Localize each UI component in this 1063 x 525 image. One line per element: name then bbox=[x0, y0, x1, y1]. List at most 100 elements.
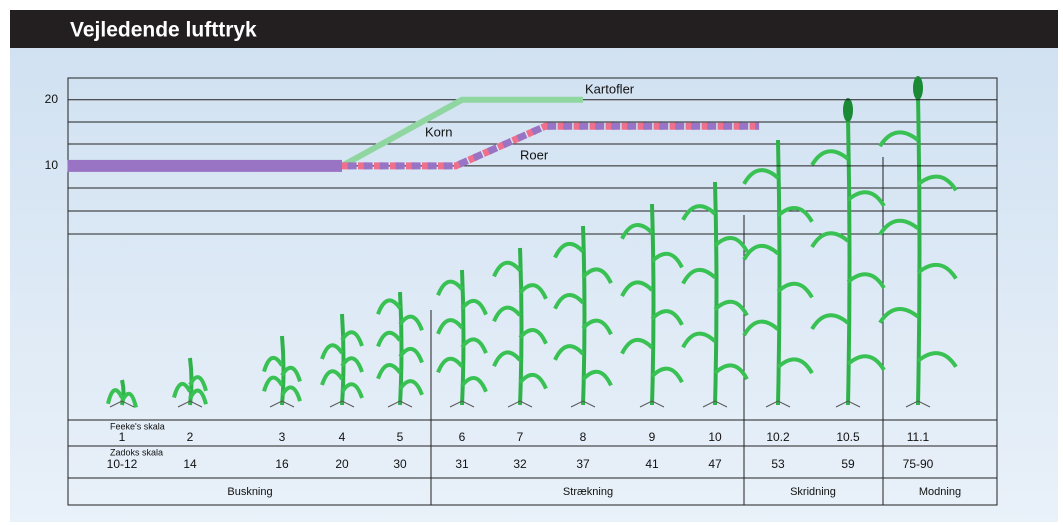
plant-leaf bbox=[878, 218, 920, 236]
plant-leaf bbox=[320, 369, 344, 386]
plant-leaf bbox=[280, 385, 302, 402]
plant-leaf bbox=[713, 299, 749, 317]
plant-leaf bbox=[340, 356, 364, 373]
plant-leaf bbox=[340, 382, 364, 399]
plant-leaf bbox=[460, 337, 488, 354]
plant-leaf bbox=[262, 355, 284, 373]
plant-leaf bbox=[398, 314, 424, 332]
plant-leaf bbox=[620, 280, 654, 298]
plant-leaf bbox=[878, 130, 920, 148]
feekes-value: 3 bbox=[279, 430, 286, 444]
plant-stem bbox=[581, 225, 587, 406]
plant-leaf bbox=[120, 391, 138, 408]
plant-root bbox=[835, 400, 861, 408]
plant-leaf bbox=[713, 236, 749, 253]
phase-label: Buskning bbox=[227, 486, 272, 498]
feekes-value: 10.2 bbox=[766, 430, 790, 444]
feekes-value: 2 bbox=[187, 430, 194, 444]
series-line bbox=[340, 96, 583, 169]
zadoks-value: 75-90 bbox=[903, 457, 934, 471]
plant-root bbox=[905, 400, 931, 408]
plant-leaf bbox=[916, 174, 958, 192]
plant-leaf bbox=[810, 313, 850, 331]
plant-leaf bbox=[742, 168, 780, 185]
plant-leaf bbox=[776, 281, 814, 299]
feekes-value: 10 bbox=[708, 430, 722, 444]
series-label: Korn bbox=[425, 124, 452, 139]
plant-leaf bbox=[681, 204, 717, 221]
plant-leaf bbox=[436, 318, 464, 335]
plant-leaf bbox=[436, 356, 464, 374]
zadoks-value: 10-12 bbox=[107, 457, 138, 471]
zadoks-label: Zadoks skala bbox=[110, 447, 163, 457]
plant-leaf bbox=[681, 331, 717, 349]
plant-leaf bbox=[376, 363, 402, 380]
phase-label: Modning bbox=[919, 486, 961, 498]
plant-root bbox=[639, 400, 665, 408]
zadoks-value: 41 bbox=[645, 457, 659, 471]
plant-root bbox=[387, 400, 413, 408]
background bbox=[10, 10, 1058, 522]
plant-leaf bbox=[810, 231, 850, 249]
zadoks-value: 14 bbox=[183, 457, 197, 471]
plant-stem bbox=[398, 291, 404, 406]
plant-leaf bbox=[846, 190, 886, 208]
plant-leaf bbox=[650, 251, 684, 269]
series-line bbox=[67, 122, 760, 170]
plant-leaf bbox=[553, 293, 585, 310]
plant-leaf bbox=[581, 318, 613, 336]
plant-root bbox=[329, 400, 355, 408]
series-label: Kartofler bbox=[585, 81, 635, 96]
zadoks-value: 20 bbox=[335, 457, 349, 471]
plant-leaf bbox=[916, 262, 958, 280]
plant-leaf bbox=[340, 330, 364, 347]
plant-leaf bbox=[878, 307, 920, 324]
plant-leaf bbox=[376, 330, 402, 348]
plant-leaf bbox=[518, 283, 548, 300]
plant-root bbox=[109, 400, 135, 408]
plant-leaf bbox=[492, 350, 522, 367]
plant-stem bbox=[713, 181, 719, 406]
zadoks-value: 31 bbox=[455, 457, 469, 471]
plant-leaf bbox=[492, 260, 522, 278]
plant-stem bbox=[518, 247, 524, 406]
plant-leaf bbox=[776, 206, 814, 223]
plant-leaf bbox=[460, 376, 488, 393]
feekes-value: 7 bbox=[517, 430, 524, 444]
plant-leaf bbox=[650, 366, 684, 384]
plant-leaf bbox=[460, 298, 488, 316]
plant-root bbox=[449, 400, 475, 408]
plant-leaf bbox=[713, 363, 749, 381]
zadoks-value: 30 bbox=[393, 457, 407, 471]
plant-stem bbox=[460, 269, 466, 406]
plant-leaf bbox=[518, 372, 548, 390]
plant-leaf bbox=[398, 346, 424, 364]
plant-stem bbox=[650, 203, 656, 406]
series-label: Roer bbox=[520, 147, 549, 162]
plant-leaf bbox=[553, 344, 585, 361]
plant-leaf bbox=[742, 243, 780, 261]
feekes-value: 10.5 bbox=[836, 430, 860, 444]
plant-root bbox=[570, 400, 596, 408]
plant-ear bbox=[913, 76, 923, 100]
chart-title: Vejledende lufttryk bbox=[70, 19, 257, 42]
y-tick-label: 20 bbox=[45, 92, 59, 106]
feekes-value: 11.1 bbox=[907, 430, 930, 444]
feekes-value: 6 bbox=[459, 430, 466, 444]
plant-root bbox=[269, 400, 295, 408]
plant-leaf bbox=[581, 267, 613, 285]
plant-stem bbox=[916, 95, 922, 406]
zadoks-value: 47 bbox=[708, 457, 722, 471]
feekes-value: 5 bbox=[397, 430, 404, 444]
plant-leaf bbox=[398, 379, 424, 396]
plant-leaf bbox=[650, 309, 684, 326]
plant-leaf bbox=[553, 241, 585, 259]
plant-leaf bbox=[776, 357, 814, 375]
feekes-value: 4 bbox=[339, 430, 346, 444]
plant-leaf bbox=[846, 354, 886, 372]
plant-leaf bbox=[492, 305, 522, 323]
zadoks-value: 37 bbox=[576, 457, 590, 471]
plant-root bbox=[177, 400, 203, 408]
header-bar bbox=[10, 10, 1058, 48]
